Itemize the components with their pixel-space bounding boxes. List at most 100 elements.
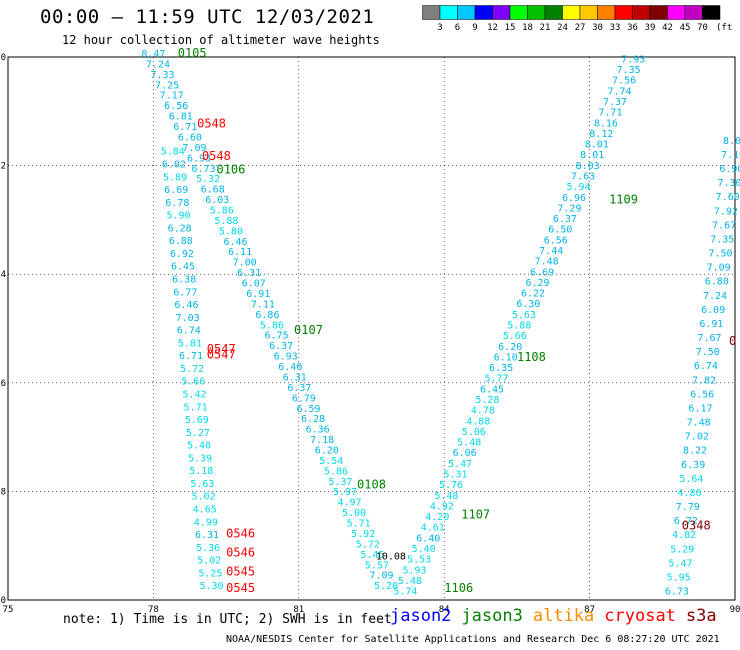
pass-time-label: 0547 bbox=[207, 342, 236, 356]
wave-height-value: 5.57 bbox=[365, 560, 389, 571]
wave-height-value: 6.37 bbox=[287, 383, 311, 394]
wave-height-value: 4.20 bbox=[425, 512, 449, 523]
wave-height-value: 7.10 bbox=[721, 150, 740, 161]
pass-time-label: 1108 bbox=[517, 350, 546, 364]
wave-height-value: 6.78 bbox=[165, 198, 189, 209]
wave-height-value: 8.12 bbox=[589, 129, 613, 140]
pass-time-label: 0547 bbox=[207, 347, 236, 361]
wave-height-value: 4.97 bbox=[338, 498, 362, 509]
pass-time-label: 1109 bbox=[609, 193, 638, 207]
wave-height-value: 5.86 bbox=[324, 466, 348, 477]
pass-time-label: 0107 bbox=[294, 323, 323, 337]
colorbar-unit-label: (ft) bbox=[716, 23, 732, 33]
wave-height-value: 5.37 bbox=[328, 477, 352, 488]
wave-height-value: 6.17 bbox=[688, 403, 712, 414]
wave-height-value: 4.88 bbox=[466, 416, 490, 427]
wave-height-value: 6.88 bbox=[169, 236, 193, 247]
wave-height-value: 5.64 bbox=[679, 474, 703, 485]
colorbar-tick-label: 33 bbox=[610, 23, 621, 33]
x-tick-label: 81 bbox=[293, 605, 304, 615]
wave-height-value: 6.72 bbox=[674, 516, 698, 527]
units-note: note: 1) Time is in UTC; 2) SWH is in fe… bbox=[63, 612, 392, 627]
wave-height-value: 7.74 bbox=[608, 86, 632, 97]
wave-height-value: 6.31 bbox=[195, 530, 219, 541]
wave-height-value: 5.84 bbox=[161, 147, 185, 158]
wave-height-value: 6.40 bbox=[416, 533, 440, 544]
wave-height-value: 5.06 bbox=[462, 427, 486, 438]
wave-height-value: 5.53 bbox=[407, 555, 431, 566]
wave-height-value: 5.40 bbox=[412, 544, 436, 555]
wave-height-value: 4.92 bbox=[430, 501, 454, 512]
wave-height-value: 6.36 bbox=[306, 425, 330, 436]
y-tick-label: -30 bbox=[0, 596, 6, 606]
wave-height-value: 6.31 bbox=[283, 372, 307, 383]
wave-height-value: 6.96 bbox=[562, 193, 586, 204]
pass-time-label: 0348 bbox=[682, 518, 711, 532]
wave-height-value: 7.03 bbox=[176, 313, 200, 324]
wave-height-value: 7.56 bbox=[612, 76, 636, 87]
chart-subtitle: 12 hour collection of altimeter wave hei… bbox=[62, 33, 380, 47]
wave-height-value: 4.82 bbox=[672, 530, 696, 541]
wave-height-value: 6.20 bbox=[498, 342, 522, 353]
wave-height-value: 7.17 bbox=[160, 91, 184, 102]
pass-time-label: 0546 bbox=[226, 527, 255, 541]
colorbar-tick-label: 24 bbox=[557, 23, 568, 33]
wave-height-value: 5.66 bbox=[503, 331, 527, 342]
x-tick-label: 90 bbox=[730, 605, 740, 615]
wave-height-value: 6.40 bbox=[278, 362, 302, 373]
wave-height-value: 5.47 bbox=[668, 558, 692, 569]
wave-height-value: 5.39 bbox=[188, 453, 212, 464]
satellite-legend: jason2 jason3 altika cryosat s3a bbox=[390, 606, 727, 626]
wave-height-value: 6.56 bbox=[544, 235, 568, 246]
wave-height-value: 6.46 bbox=[223, 237, 247, 248]
wave-height-value: 6.86 bbox=[255, 310, 279, 321]
wave-height-value: 5.48 bbox=[434, 491, 458, 502]
wave-height-value: 7.00 bbox=[233, 258, 257, 269]
wave-height-value: 5.72 bbox=[180, 364, 204, 375]
wave-height-value: 5.29 bbox=[670, 544, 694, 555]
wave-height-value: 5.81 bbox=[178, 338, 202, 349]
wave-height-value: 6.60 bbox=[178, 132, 202, 143]
wave-height-value: 5.28 bbox=[475, 395, 499, 406]
wave-height-value: 7.02 bbox=[685, 432, 709, 443]
wave-height-value: 8.01 bbox=[580, 150, 604, 161]
legend-cryosat: cryosat bbox=[604, 606, 676, 626]
wave-height-value: 5.80 bbox=[219, 226, 243, 237]
wave-height-value: 4.86 bbox=[678, 488, 702, 499]
wave-height-value: 6.30 bbox=[516, 299, 540, 310]
wave-height-value: 6.50 bbox=[548, 225, 572, 236]
wave-height-value: 8.01 bbox=[585, 140, 609, 151]
wave-height-value: 6.69 bbox=[164, 185, 188, 196]
wave-height-value: 6.81 bbox=[169, 112, 193, 123]
wave-height-value: 5.30 bbox=[200, 581, 224, 592]
wave-height-value: 6.02 bbox=[162, 160, 186, 171]
wave-height-value: 5.66 bbox=[181, 377, 205, 388]
wave-height-value: 6.28 bbox=[301, 414, 325, 425]
wave-height-value: 7.24 bbox=[703, 291, 727, 302]
wave-height-value: 6.28 bbox=[168, 223, 192, 234]
wave-height-value: 6.79 bbox=[292, 393, 316, 404]
wave-height-value: 5.36 bbox=[196, 543, 220, 554]
wave-height-value: 5.92 bbox=[351, 529, 375, 540]
wave-height-value: 7.50 bbox=[708, 249, 732, 260]
wave-height-value: 6.75 bbox=[265, 331, 289, 342]
colorbar-swatch bbox=[702, 5, 721, 20]
wave-height-value: 5.89 bbox=[163, 172, 187, 183]
colorbar-tick-label: 45 bbox=[680, 23, 691, 33]
wave-height-value: 4.99 bbox=[194, 517, 218, 528]
wave-height-value: 5.71 bbox=[184, 402, 208, 413]
wave-height-value: 5.90 bbox=[166, 211, 190, 222]
wave-height-value: 6.46 bbox=[174, 300, 198, 311]
wave-height-value: 5.40 bbox=[187, 441, 211, 452]
chart-title: 00:00 – 11:59 UTC 12/03/2021 bbox=[40, 6, 375, 28]
wave-height-value: 8.00 bbox=[723, 136, 740, 147]
wave-height-value: 6.77 bbox=[173, 287, 197, 298]
pass-time-label: 0548 bbox=[197, 117, 226, 131]
y-tick-label: -22 bbox=[0, 162, 6, 172]
colorbar-tick-label: 36 bbox=[627, 23, 638, 33]
wave-height-value: 6.37 bbox=[553, 214, 577, 225]
wave-height-value: 8.47 bbox=[141, 49, 165, 60]
wave-height-value: 6.29 bbox=[525, 278, 549, 289]
pass-time-label: 0545 bbox=[226, 565, 255, 579]
